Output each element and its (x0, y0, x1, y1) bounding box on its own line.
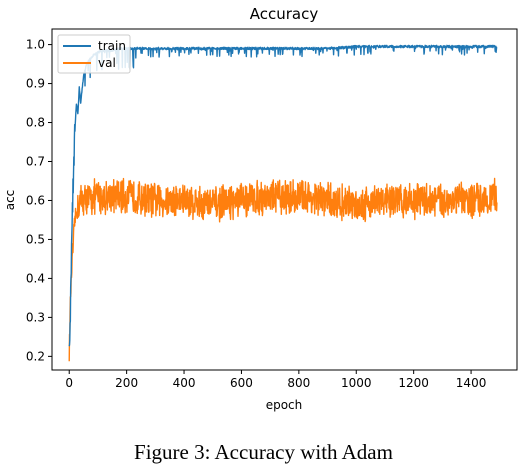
series-line-val (68, 177, 498, 362)
figure-caption: Figure 3: Accuracy with Adam (134, 440, 393, 464)
chart-title: Accuracy (250, 5, 319, 23)
y-ticks: 0.2 0.3 0.4 0.5 0.6 0.7 0.8 0.9 1.0 (26, 38, 52, 363)
x-tick-label: 400 (173, 376, 196, 390)
y-tick-label: 0.9 (26, 77, 45, 91)
y-tick-label: 0.6 (26, 193, 45, 207)
y-tick-label: 0.8 (26, 116, 45, 130)
y-tick-label: 0.5 (26, 232, 45, 246)
y-tick-label: 0.4 (26, 271, 45, 285)
plot-frame (51, 28, 518, 371)
x-tick-label: 1000 (341, 376, 372, 390)
x-tick-label: 600 (230, 376, 253, 390)
plot-lines (68, 44, 498, 362)
y-axis-label: acc (3, 190, 17, 211)
y-tick-label: 0.7 (26, 155, 45, 169)
x-tick-label: 800 (287, 376, 310, 390)
x-tick-label: 1400 (456, 376, 487, 390)
legend-train-label: train (98, 39, 126, 53)
x-ticks: 0 200 400 600 800 1000 1200 1400 (65, 370, 486, 390)
y-tick-label: 0.3 (26, 310, 45, 324)
legend: train val (57, 34, 131, 74)
x-tick-label: 200 (115, 376, 138, 390)
legend-val-label: val (98, 56, 116, 70)
x-axis-label: epoch (266, 398, 303, 412)
x-tick-label: 1200 (398, 376, 429, 390)
y-tick-label: 0.2 (26, 349, 45, 363)
y-tick-label: 1.0 (26, 38, 45, 52)
series-line-train (68, 44, 498, 347)
x-tick-label: 0 (65, 376, 73, 390)
